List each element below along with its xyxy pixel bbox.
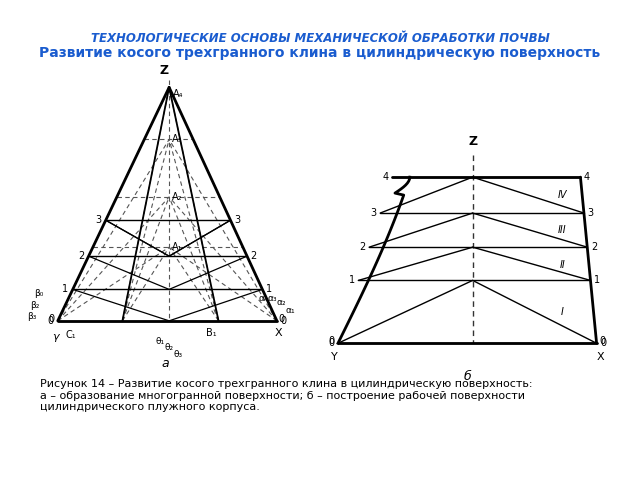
Text: 0: 0	[47, 316, 53, 326]
Text: 1: 1	[62, 284, 68, 294]
Text: 0: 0	[599, 336, 605, 346]
Text: 0: 0	[328, 336, 334, 346]
Text: B₁: B₁	[206, 328, 217, 338]
Text: 4: 4	[382, 172, 388, 182]
Text: II: II	[559, 260, 565, 270]
Text: θ₃: θ₃	[173, 349, 182, 359]
Text: θ₂: θ₂	[164, 343, 173, 352]
Text: Развитие косого трехгранного клина в цилиндрическую поверхность: Развитие косого трехгранного клина в цил…	[40, 46, 600, 60]
Text: A₄: A₄	[173, 89, 183, 99]
Text: 0: 0	[600, 338, 606, 348]
Text: α₃: α₃	[268, 294, 277, 303]
Text: 2: 2	[78, 251, 84, 261]
Text: 2: 2	[359, 242, 365, 252]
Text: X: X	[596, 352, 604, 362]
Text: X: X	[275, 328, 282, 338]
Text: θ₁: θ₁	[156, 337, 164, 346]
Text: б: б	[463, 370, 471, 383]
Text: α₄: α₄	[259, 294, 268, 303]
Text: 0: 0	[48, 314, 54, 324]
Text: α₁: α₁	[285, 306, 295, 314]
Text: а: а	[162, 357, 170, 370]
Text: 2: 2	[591, 242, 597, 252]
Text: 0: 0	[328, 338, 334, 348]
Text: IV: IV	[557, 190, 567, 200]
Text: Z: Z	[468, 134, 477, 147]
Text: β₀: β₀	[34, 289, 44, 299]
Text: 4: 4	[584, 172, 590, 182]
Text: β₂: β₂	[31, 301, 40, 310]
Text: Y: Y	[331, 352, 338, 362]
Text: 1: 1	[349, 276, 355, 286]
Text: A₂: A₂	[172, 192, 182, 202]
Text: 0: 0	[280, 316, 287, 326]
Text: 3: 3	[588, 208, 594, 218]
Text: ТЕХНОЛОГИЧЕСКИЕ ОСНОВЫ МЕХАНИЧЕСКОЙ ОБРАБОТКИ ПОЧВЫ: ТЕХНОЛОГИЧЕСКИЕ ОСНОВЫ МЕХАНИЧЕСКОЙ ОБРА…	[91, 32, 549, 45]
Text: Z: Z	[159, 63, 168, 76]
Text: 2: 2	[251, 251, 257, 261]
Text: 3: 3	[371, 208, 376, 218]
Text: Рисунок 14 – Развитие косого трехгранного клина в цилиндрическую поверхность:
а : Рисунок 14 – Развитие косого трехгранног…	[40, 379, 532, 412]
Text: γ: γ	[52, 332, 60, 342]
Text: A₃: A₃	[172, 134, 182, 144]
Text: 1: 1	[594, 276, 600, 286]
Text: 1: 1	[266, 284, 272, 294]
Text: I: I	[561, 307, 564, 317]
Text: C₁: C₁	[65, 330, 76, 340]
Text: 0: 0	[278, 314, 285, 324]
Text: 3: 3	[95, 215, 101, 225]
Text: III: III	[558, 225, 567, 235]
Text: A₁: A₁	[172, 242, 182, 252]
Text: α₂: α₂	[276, 299, 286, 307]
Text: 3: 3	[234, 215, 240, 225]
Text: β₃: β₃	[27, 312, 36, 321]
